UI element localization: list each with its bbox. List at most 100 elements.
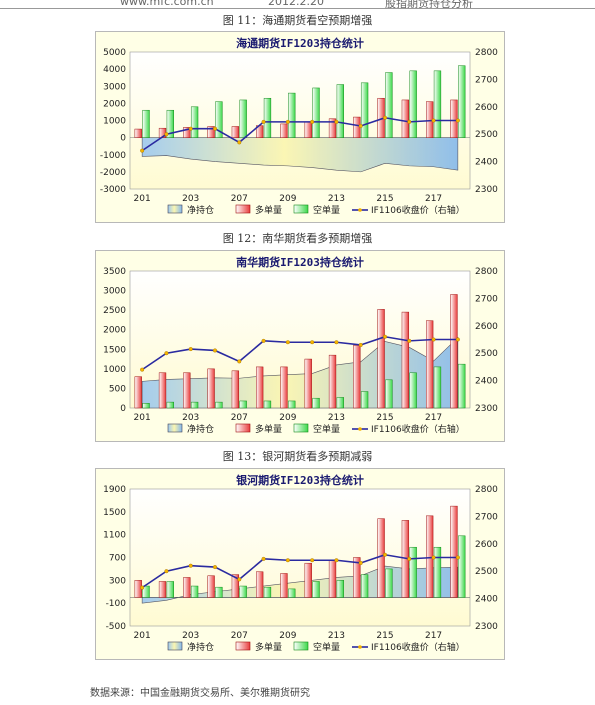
y2-tick-label: 2700 (475, 512, 498, 522)
price-point (431, 337, 436, 342)
legend-label: 净持仓 (187, 204, 214, 216)
legend-label: 多单量 (255, 423, 282, 435)
short-volume-bar (142, 109, 150, 138)
long-volume-bar (353, 345, 361, 409)
long-volume-bar (183, 577, 191, 598)
chart-yinhe: 银河期货IF1203持仓统计 1900 1500 1100 700 300 -100 -500… (95, 468, 505, 660)
chart-haitong: 海通期货IF1203持仓统计 5000 4000 3000 2000 1000 0 -1000… (95, 31, 505, 223)
short-volume-bar (336, 580, 344, 598)
y-tick-label: 1500 (103, 345, 126, 355)
price-line (141, 553, 458, 589)
short-volume-bar (360, 82, 369, 138)
x-tick-label: 215 (376, 194, 393, 204)
legend-item: 空单量 (293, 204, 340, 216)
y2-tick-label: 2400 (475, 158, 498, 168)
price-point (358, 342, 363, 347)
price-point (358, 560, 363, 565)
long-volume-bar (353, 557, 361, 598)
y-tick-label: -100 (106, 599, 127, 609)
long-volume-bar (450, 505, 458, 598)
x-tick-label: 217 (425, 413, 442, 423)
y2-tick-label: 2300 (475, 185, 498, 195)
long-volume-bar (304, 121, 312, 138)
legend-item: IF1106收盘价（右轴） (352, 641, 465, 653)
long-volume-bar (134, 376, 142, 409)
legend-item: 多单量 (235, 423, 282, 435)
price-point (383, 115, 388, 120)
long-volume-bar (450, 294, 458, 409)
y-tick-label: 1100 (103, 531, 126, 541)
price-line (141, 335, 458, 371)
legend-label: IF1106收盘价（右轴） (371, 204, 465, 216)
short-volume-bar (336, 397, 344, 409)
long-volume-bar (231, 370, 240, 409)
long-volume-bar (280, 366, 288, 409)
y-tick-label: 0 (120, 404, 126, 414)
price-point (407, 119, 412, 124)
y2-tick-label: 2600 (475, 540, 498, 550)
short-volume-bar (288, 588, 296, 598)
x-tick-label: 209 (279, 631, 296, 641)
legend-item: IF1106收盘价（右轴） (352, 423, 465, 435)
y-tick-label: 3000 (103, 287, 126, 297)
short-volume-bar (312, 397, 320, 409)
short-volume-bar (142, 403, 150, 409)
y2-tick-label: 2300 (475, 622, 498, 632)
x-tick-label: 201 (134, 194, 151, 204)
legend-item: IF1106收盘价（右轴） (352, 204, 465, 216)
y-tick-label: 700 (109, 554, 126, 564)
y-tick-label: 1000 (103, 365, 126, 375)
net-position-area (141, 137, 459, 173)
y-tick-label: -500 (106, 622, 127, 632)
short-volume-bar (263, 97, 272, 138)
y-tick-label: -1000 (100, 151, 126, 161)
short-volume-bar (360, 574, 369, 598)
long-volume-bar (183, 127, 191, 138)
price-point (212, 565, 217, 570)
header-date: 2012.2.20 (268, 0, 324, 8)
chart-nanhua: 南华期货IF1203持仓统计 3500 3000 2500 2000 1500 1000 50… (95, 250, 505, 442)
legend-item: 多单量 (235, 641, 282, 653)
price-point (334, 558, 339, 563)
long-volume-bar (280, 573, 288, 598)
caption-figure-13: 图 13：银河期货看多预期减弱 (222, 450, 373, 463)
long-volume-bar (231, 126, 240, 138)
price-point (237, 359, 242, 364)
price-point (285, 340, 290, 345)
long-volume-bar (158, 372, 167, 409)
price-line (141, 116, 458, 152)
short-volume-bar (142, 585, 150, 598)
x-tick-label: 207 (231, 194, 248, 204)
long-volume-bar (328, 560, 337, 598)
price-point (310, 119, 315, 124)
x-tick-label: 203 (182, 194, 199, 204)
price-point (310, 558, 315, 563)
y2-tick-label: 2400 (475, 595, 498, 605)
price-point (140, 148, 145, 153)
short-volume-bar (215, 586, 223, 598)
short-volume-bar (312, 581, 320, 598)
price-point (334, 340, 339, 345)
x-tick-label: 203 (182, 413, 199, 423)
y2-tick-label: 2600 (475, 322, 498, 332)
short-volume-bar (166, 581, 174, 598)
legend-label: 多单量 (255, 641, 282, 653)
long-volume-bar (304, 562, 312, 598)
short-volume-bar (239, 99, 247, 138)
long-volume-bar (353, 116, 361, 138)
long-volume-bar (328, 118, 337, 138)
legend-item: 多单量 (235, 204, 282, 216)
y2-tick-label: 2800 (475, 48, 498, 58)
caption-figure-12: 图 12：南华期货看多预期增强 (222, 232, 373, 245)
x-tick-label: 213 (328, 194, 345, 204)
chart-svg: 海通期货IF1203持仓统计 5000 4000 3000 2000 1000 0 -1000… (100, 36, 498, 216)
short-volume-bar (409, 546, 417, 598)
short-volume-bar (336, 84, 344, 138)
header-site: www.mfc.com.cn (120, 0, 214, 8)
x-tick-label: 215 (376, 413, 393, 423)
y-tick-label: 2500 (103, 306, 126, 316)
price-point (237, 577, 242, 582)
y-tick-label: 3000 (103, 82, 126, 92)
short-volume-bar (190, 106, 199, 138)
short-volume-bar (263, 400, 272, 409)
